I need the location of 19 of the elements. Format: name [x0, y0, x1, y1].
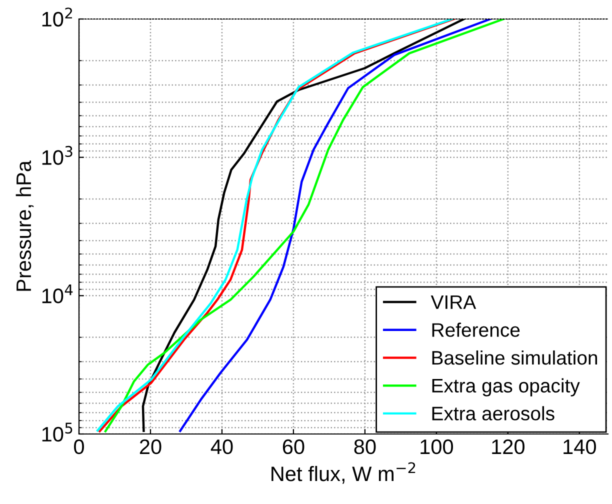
x-axis-title: Net flux, W m$^{−2}$ [272, 462, 416, 484]
x-tick-label: 100 [420, 439, 453, 454]
y-tick-label: 10$^{3}$ [42, 146, 72, 165]
legend-label: VIRA [430, 295, 476, 309]
x-tick-label: 80 [354, 439, 376, 454]
x-tick-label: 0 [74, 439, 84, 454]
x-tick-label: 120 [492, 439, 524, 454]
x-tick-label: 40 [210, 439, 233, 454]
legend-label: Reference [432, 322, 520, 337]
x-tick-label: 140 [564, 439, 596, 454]
legend-label: Extra aerosols [432, 406, 554, 420]
y-axis-title: Pressure, hPa [16, 160, 34, 291]
legend-label: Extra gas opacity [432, 378, 580, 396]
y-tick-label: 10$^{2}$ [42, 8, 72, 27]
y-tick-label: 10$^{4}$ [42, 284, 73, 304]
x-tick-label: 60 [282, 439, 304, 454]
y-tick-label: 10$^{5}$ [42, 422, 72, 442]
x-tick-label: 20 [140, 439, 162, 454]
legend-label: Baseline simulation [432, 350, 598, 365]
